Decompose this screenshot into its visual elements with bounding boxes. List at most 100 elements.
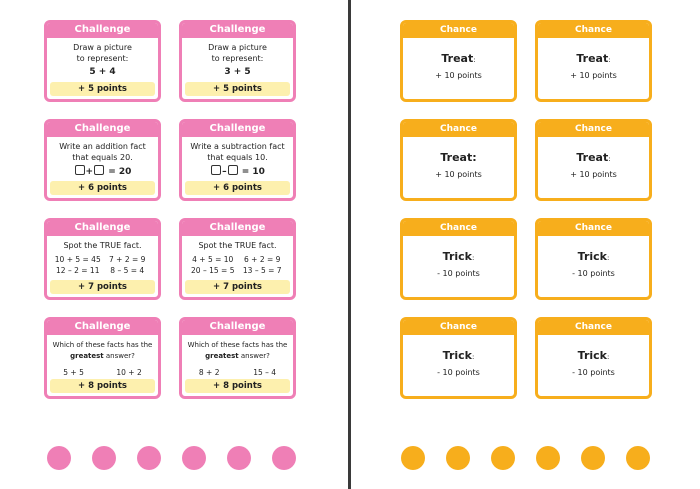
chance-word: Trick bbox=[577, 349, 607, 362]
chance-points: + 10 points bbox=[570, 170, 617, 179]
card-header: Challenge bbox=[47, 320, 158, 335]
chance-card[interactable]: Chance Treat: + 10 points bbox=[535, 119, 652, 201]
fact-option[interactable]: 7 + 2 = 9 bbox=[109, 255, 146, 264]
fact-option[interactable]: 5 + 5 bbox=[63, 368, 84, 377]
counter-dot[interactable] bbox=[626, 446, 650, 470]
challenge-card[interactable]: Challenge Which of these facts has the g… bbox=[44, 317, 161, 399]
colon: : bbox=[606, 254, 610, 262]
fact-option[interactable]: 8 – 5 = 4 bbox=[110, 266, 145, 275]
challenge-card[interactable]: Challenge Which of these facts has the g… bbox=[179, 317, 296, 399]
card-text: that equals 10. bbox=[207, 153, 268, 162]
fact-option[interactable]: 8 + 2 bbox=[198, 368, 220, 377]
counter-dot[interactable] bbox=[92, 446, 116, 470]
chance-word-line: Trick: bbox=[403, 250, 514, 263]
points-bar: + 7 points bbox=[50, 280, 155, 294]
card-text: Spot the TRUE fact. bbox=[198, 241, 277, 250]
chance-cards-page: Chance Treat: + 10 points Chance Treat: … bbox=[351, 0, 700, 489]
chance-word: Trick bbox=[442, 250, 472, 263]
chance-word: Trick bbox=[577, 250, 607, 263]
card-text: greatest answer? bbox=[182, 351, 293, 362]
blank-box bbox=[94, 165, 105, 175]
chance-card[interactable]: Chance Treat: + 10 points bbox=[400, 119, 517, 201]
facts-row: 5 + 5 10 + 2 bbox=[47, 368, 158, 377]
chance-card[interactable]: Chance Trick: - 10 points bbox=[400, 317, 517, 399]
card-text: greatest answer? bbox=[47, 351, 158, 362]
result: = 20 bbox=[108, 167, 132, 177]
chance-points: + 10 points bbox=[435, 71, 482, 80]
counter-dot[interactable] bbox=[581, 446, 605, 470]
chance-card[interactable]: Chance Trick: - 10 points bbox=[400, 218, 517, 300]
points-bar: + 5 points bbox=[185, 82, 290, 96]
fact-option[interactable]: 20 – 15 = 5 bbox=[191, 266, 235, 275]
card-text: Write an addition fact bbox=[59, 142, 146, 151]
card-header: Challenge bbox=[47, 221, 158, 236]
points-bar: + 8 points bbox=[185, 379, 290, 393]
counter-dot[interactable] bbox=[227, 446, 251, 470]
chance-word: Treat: bbox=[440, 151, 477, 164]
card-text: Write a subtraction fact bbox=[190, 142, 285, 151]
chance-word-line: Treat: bbox=[538, 151, 649, 164]
card-header: Challenge bbox=[182, 320, 293, 335]
chance-card[interactable]: Chance Treat: + 10 points bbox=[535, 20, 652, 102]
card-text: to represent: bbox=[211, 54, 264, 63]
card-header: Chance bbox=[538, 122, 649, 137]
fact-option[interactable]: 10 + 5 = 45 bbox=[54, 255, 101, 264]
page-divider bbox=[348, 0, 351, 489]
chance-word-line: Treat: bbox=[403, 52, 514, 65]
chance-card[interactable]: Chance Treat: + 10 points bbox=[400, 20, 517, 102]
challenge-card[interactable]: Challenge Write a subtraction fact that … bbox=[179, 119, 296, 201]
challenge-card[interactable]: Challenge Spot the TRUE fact. 10 + 5 = 4… bbox=[44, 218, 161, 300]
fact-option[interactable]: 6 + 2 = 9 bbox=[244, 255, 281, 264]
card-header: Challenge bbox=[47, 23, 158, 38]
result: = 10 bbox=[241, 167, 265, 177]
colon: : bbox=[473, 56, 476, 64]
chance-card[interactable]: Chance Trick: - 10 points bbox=[535, 317, 652, 399]
points-bar: + 7 points bbox=[185, 280, 290, 294]
chance-word: Trick bbox=[442, 349, 472, 362]
card-text-end: answer? bbox=[240, 352, 270, 360]
fact-option[interactable]: 12 – 2 = 11 bbox=[56, 266, 100, 275]
card-header: Chance bbox=[538, 221, 649, 236]
challenge-card[interactable]: Challenge Spot the TRUE fact. 4 + 5 = 10… bbox=[179, 218, 296, 300]
facts-grid: 4 + 5 = 10 6 + 2 = 9 20 – 15 = 5 13 – 5 … bbox=[182, 254, 293, 276]
fact-option[interactable]: 4 + 5 = 10 bbox=[192, 255, 234, 264]
challenge-card[interactable]: Challenge Draw a picture to represent: 3… bbox=[179, 20, 296, 102]
chance-word-line: Trick: bbox=[403, 349, 514, 362]
card-text: Which of these facts has the bbox=[52, 341, 153, 349]
operator: + bbox=[85, 167, 94, 177]
colon: : bbox=[608, 155, 611, 163]
challenge-card[interactable]: Challenge Write an addition fact that eq… bbox=[44, 119, 161, 201]
chance-word-line: Treat: bbox=[538, 52, 649, 65]
counter-dot[interactable] bbox=[272, 446, 296, 470]
points-bar: + 6 points bbox=[50, 181, 155, 195]
counter-dot[interactable] bbox=[137, 446, 161, 470]
operator: – bbox=[222, 167, 227, 177]
counter-dot[interactable] bbox=[182, 446, 206, 470]
card-header: Chance bbox=[538, 320, 649, 335]
card-text: that equals 20. bbox=[72, 153, 133, 162]
fact-option[interactable]: 15 – 4 bbox=[253, 368, 277, 377]
fact-option[interactable]: 13 – 5 = 7 bbox=[242, 266, 282, 275]
card-text: Draw a picture bbox=[208, 43, 267, 52]
counter-dot[interactable] bbox=[536, 446, 560, 470]
card-header: Chance bbox=[538, 23, 649, 38]
blank-box bbox=[227, 165, 238, 175]
facts-grid: 10 + 5 = 45 7 + 2 = 9 12 – 2 = 11 8 – 5 … bbox=[47, 254, 158, 276]
chance-word: Treat bbox=[576, 52, 609, 65]
points-bar: + 6 points bbox=[185, 181, 290, 195]
card-equation: – = 10 bbox=[182, 165, 293, 179]
colon: : bbox=[606, 353, 610, 361]
challenge-card[interactable]: Challenge Draw a picture to represent: 5… bbox=[44, 20, 161, 102]
counter-dot[interactable] bbox=[47, 446, 71, 470]
chance-card[interactable]: Chance Trick: - 10 points bbox=[535, 218, 652, 300]
counter-dot[interactable] bbox=[446, 446, 470, 470]
counter-dot[interactable] bbox=[401, 446, 425, 470]
card-text: Draw a picture bbox=[73, 43, 132, 52]
card-expression: 5 + 4 bbox=[89, 67, 116, 77]
card-text: Which of these facts has the bbox=[187, 341, 288, 349]
emphasis: greatest bbox=[205, 352, 239, 360]
points-bar: + 5 points bbox=[50, 82, 155, 96]
fact-option[interactable]: 10 + 2 bbox=[116, 368, 142, 377]
colon: : bbox=[471, 353, 475, 361]
counter-dot[interactable] bbox=[491, 446, 515, 470]
